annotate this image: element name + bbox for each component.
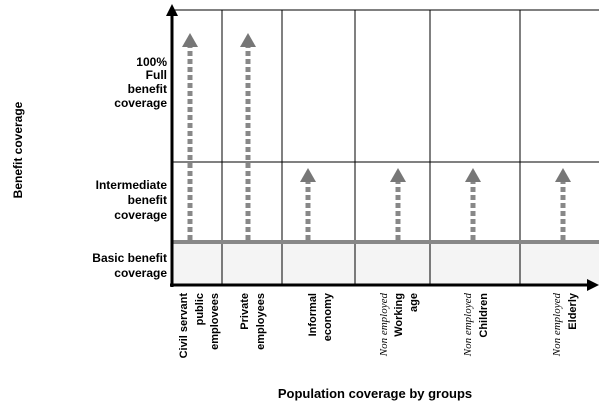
grid (172, 9, 599, 285)
column-label: Civil servant (178, 293, 190, 359)
column-label: Children (478, 293, 490, 338)
row-label: Basic benefit (92, 251, 167, 265)
column-label: employees (255, 293, 267, 350)
column-label: Working (393, 293, 405, 337)
arrow-head (465, 168, 481, 182)
row-label: Full (146, 68, 167, 82)
column-label: Informal (307, 293, 319, 336)
row-label: Intermediate (96, 178, 168, 192)
column-label: Non employed (378, 293, 390, 358)
basic-band (172, 242, 599, 285)
arrow-head (240, 33, 256, 47)
x-axis-title: Population coverage by groups (278, 386, 472, 401)
column-label: Elderly (567, 292, 579, 330)
column-label: Non employed (551, 293, 563, 358)
arrow-head (555, 168, 571, 182)
row-label: benefit (128, 193, 167, 207)
axes (166, 4, 599, 291)
arrow-head (182, 33, 198, 47)
row-label: coverage (114, 266, 167, 280)
arrow-head (390, 168, 406, 182)
column-label: age (408, 293, 420, 312)
row-label: benefit (128, 82, 167, 96)
row-label: 100% (136, 55, 167, 69)
row-label: coverage (114, 208, 167, 222)
column-label: economy (322, 292, 334, 341)
y-axis-title: Benefit coverage (11, 101, 25, 198)
column-label: emplovees (209, 293, 221, 350)
row-label: coverage (114, 96, 167, 110)
column-label: Private (239, 293, 251, 330)
column-label: public (194, 293, 206, 325)
arrow-head (300, 168, 316, 182)
column-label: Non employed (462, 293, 474, 358)
